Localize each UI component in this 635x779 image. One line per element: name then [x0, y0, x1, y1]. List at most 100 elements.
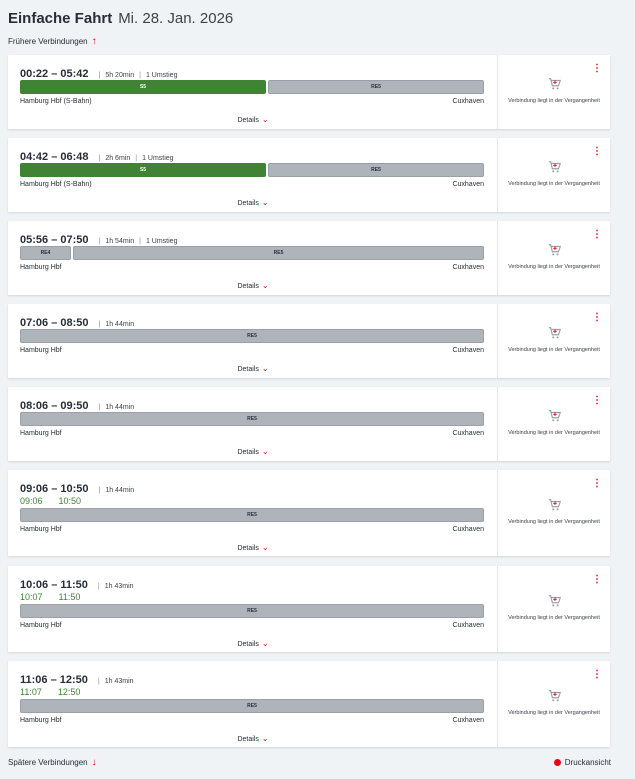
past-connection-notice: Verbindung liegt in der Vergangenheit [508, 519, 600, 525]
more-options-icon[interactable]: ⋮ [592, 669, 602, 680]
details-toggle[interactable]: Details ⌄ [8, 639, 498, 648]
details-label: Details [237, 200, 259, 207]
destination-station: Cuxhaven [452, 98, 484, 105]
stations: Hamburg Hbf Cuxhaven [20, 264, 484, 271]
arrow-down-icon: ↓ [91, 756, 97, 768]
details-label: Details [237, 641, 259, 648]
destination-station: Cuxhaven [452, 264, 484, 271]
connection-side: ⋮ Verbindung liegt in der Vergangenheit [497, 138, 610, 212]
duration: 5h 20min [105, 72, 135, 79]
travel-date[interactable]: Mi. 28. Jan. 2026 [118, 10, 234, 27]
journey-bar: S5 RE5 [20, 163, 484, 177]
details-toggle[interactable]: Details ⌄ [8, 734, 498, 743]
cart-disabled-icon [548, 410, 562, 422]
realtime-times: 11:07 12:50 [20, 687, 80, 697]
earlier-connections-label: Frühere Verbindungen [8, 37, 88, 46]
details-toggle[interactable]: Details ⌄ [8, 115, 498, 124]
more-options-icon[interactable]: ⋮ [592, 395, 602, 406]
connection-card[interactable]: 04:42 – 06:48 | 2h 6min | 1 Umstieg S5 RE5 Hamb… [8, 138, 610, 212]
connection-card[interactable]: 10:06 – 11:50 | 1h 43min 10:07 11:50 RE5 Hambu… [8, 566, 610, 652]
past-connection-notice: Verbindung liegt in der Vergangenheit [508, 615, 600, 621]
past-connection-notice: Verbindung liegt in der Vergangenheit [508, 181, 600, 187]
details-toggle[interactable]: Details ⌄ [8, 281, 498, 290]
separator: | [139, 238, 141, 245]
more-options-icon[interactable]: ⋮ [592, 312, 602, 323]
origin-station: Hamburg Hbf [20, 264, 62, 271]
connection-card[interactable]: 11:06 – 12:50 | 1h 43min 11:07 12:50 RE5 Hambu… [8, 661, 610, 747]
time-range: 00:22 – 05:42 [20, 68, 89, 80]
realtime-arrival: 12:50 [57, 687, 81, 697]
transfers: 1 Umstieg [145, 238, 178, 245]
connection-main: 10:06 – 11:50 | 1h 43min 10:07 11:50 RE5 Hambu… [8, 566, 498, 652]
train-segment: RE5 [268, 80, 484, 94]
details-label: Details [237, 449, 259, 456]
train-segment: S5 [20, 80, 266, 94]
past-connection-notice: Verbindung liegt in der Vergangenheit [508, 347, 600, 353]
connection-side: ⋮ Verbindung liegt in der Vergangenheit [497, 221, 610, 295]
page-header: Einfache Fahrt Mi. 28. Jan. 2026 [8, 10, 233, 32]
stations: Hamburg Hbf Cuxhaven [20, 526, 484, 533]
details-label: Details [237, 283, 259, 290]
details-toggle[interactable]: Details ⌄ [8, 447, 498, 456]
connection-main: 04:42 – 06:48 | 2h 6min | 1 Umstieg S5 RE5 Hamb… [8, 138, 498, 212]
details-toggle[interactable]: Details ⌄ [8, 364, 498, 373]
connection-card[interactable]: 08:06 – 09:50 | 1h 44min RE5 Hamburg Hbf Cuxh… [8, 387, 610, 461]
train-segment: RE5 [20, 604, 484, 618]
more-options-icon[interactable]: ⋮ [592, 63, 602, 74]
stations: Hamburg Hbf (S-Bahn) Cuxhaven [20, 181, 484, 188]
connection-main: 00:22 – 05:42 | 5h 20min | 1 Umstieg S5 RE5 Ham… [8, 55, 498, 129]
chevron-down-icon: ⌄ [261, 115, 269, 124]
arrow-up-icon: ↑ [91, 35, 97, 47]
more-options-icon[interactable]: ⋮ [592, 478, 602, 489]
chevron-down-icon: ⌄ [261, 639, 269, 648]
connection-card[interactable]: 05:56 – 07:50 | 1h 54min | 1 Umstieg RE4 RE5 Ha… [8, 221, 610, 295]
train-segment: RE4 [20, 246, 71, 260]
stations: Hamburg Hbf Cuxhaven [20, 347, 484, 354]
details-label: Details [237, 117, 259, 124]
connection-card[interactable]: 00:22 – 05:42 | 5h 20min | 1 Umstieg S5 RE5 Ham… [8, 55, 610, 129]
connection-summary: 11:06 – 12:50 | 1h 43min [20, 674, 134, 686]
connection-side: ⋮ Verbindung liegt in der Vergangenheit [497, 470, 610, 556]
past-connection-notice: Verbindung liegt in der Vergangenheit [508, 264, 600, 270]
later-connections-link[interactable]: Spätere Verbindungen ↓ [8, 756, 97, 768]
more-options-icon[interactable]: ⋮ [592, 574, 602, 585]
connection-summary: 07:06 – 08:50 | 1h 44min [20, 317, 134, 329]
print-view-label: Druckansicht [564, 758, 611, 767]
details-toggle[interactable]: Details ⌄ [8, 543, 498, 552]
journey-bar: S5 RE5 [20, 80, 484, 94]
stations: Hamburg Hbf Cuxhaven [20, 717, 484, 724]
more-options-icon[interactable]: ⋮ [592, 229, 602, 240]
time-range: 05:56 – 07:50 [20, 234, 89, 246]
print-icon [553, 759, 561, 766]
cart-disabled-icon [548, 244, 562, 256]
connection-summary: 10:06 – 11:50 | 1h 43min [20, 579, 134, 591]
print-view-link[interactable]: Druckansicht [553, 758, 611, 767]
realtime-departure: 11:07 [20, 687, 42, 697]
origin-station: Hamburg Hbf [20, 347, 62, 354]
transfers: 1 Umstieg [145, 72, 178, 79]
connection-card[interactable]: 07:06 – 08:50 | 1h 44min RE5 Hamburg Hbf Cuxh… [8, 304, 610, 378]
duration: 2h 6min [105, 155, 131, 162]
train-segment: RE5 [20, 699, 484, 713]
details-toggle[interactable]: Details ⌄ [8, 198, 498, 207]
connection-main: 11:06 – 12:50 | 1h 43min 11:07 12:50 RE5 Hambu… [8, 661, 498, 747]
time-range: 10:06 – 11:50 [20, 579, 88, 591]
separator: | [139, 72, 141, 79]
connection-card[interactable]: 09:06 – 10:50 | 1h 44min 09:06 10:50 RE5 Hambu… [8, 470, 610, 556]
time-range: 04:42 – 06:48 [20, 151, 89, 163]
connection-side: ⋮ Verbindung liegt in der Vergangenheit [497, 304, 610, 378]
more-options-icon[interactable]: ⋮ [592, 146, 602, 157]
past-connection-notice: Verbindung liegt in der Vergangenheit [508, 710, 600, 716]
separator: | [98, 238, 101, 245]
realtime-departure: 10:07 [20, 592, 43, 602]
past-connection-notice: Verbindung liegt in der Vergangenheit [508, 430, 600, 436]
stations: Hamburg Hbf Cuxhaven [20, 430, 484, 437]
earlier-connections-link[interactable]: Frühere Verbindungen ↑ [8, 35, 97, 47]
chevron-down-icon: ⌄ [261, 364, 269, 373]
connection-main: 08:06 – 09:50 | 1h 44min RE5 Hamburg Hbf Cuxh… [8, 387, 498, 461]
train-segment: RE5 [268, 163, 484, 177]
duration: 1h 44min [105, 404, 135, 411]
origin-station: Hamburg Hbf [20, 717, 62, 724]
duration: 1h 44min [105, 321, 135, 328]
realtime-times: 09:06 10:50 [20, 496, 81, 506]
